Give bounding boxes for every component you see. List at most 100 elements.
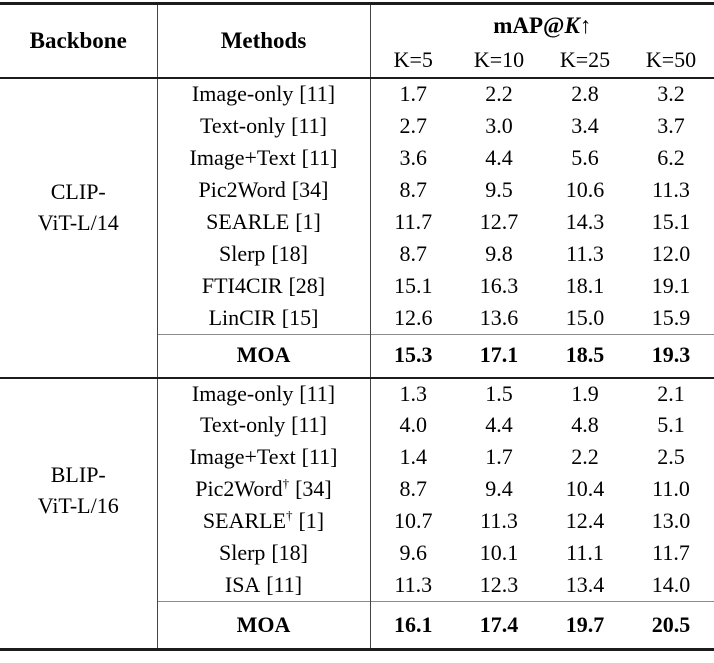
header-row-k: K=5 K=10 K=25 K=50: [0, 44, 714, 79]
value-k5: 1.7: [399, 81, 428, 107]
backbone-line-2: ViT-L/16: [37, 493, 119, 518]
value-k25: 12.4: [565, 508, 605, 534]
table-row: SEARLE [1] 11.7 12.7 14.3 15.1: [0, 206, 714, 238]
value-k25: 13.4: [565, 572, 605, 598]
method-name: Text-only: [200, 412, 286, 438]
table-row: Slerp [18] 9.6 10.1 11.1 11.7: [0, 537, 714, 570]
value-k10: 4.4: [485, 144, 513, 170]
method-name: Image+Text: [189, 144, 296, 170]
method-name: LinCIR: [208, 304, 276, 330]
method-name: Pic2Word: [198, 176, 286, 202]
value-k10: 12.7: [479, 208, 519, 234]
value-k5: 8.7: [399, 176, 428, 202]
moa-value-k25: 18.5: [542, 333, 628, 379]
map-prefix: mAP@: [493, 13, 565, 39]
moa-value-k50: 19.3: [628, 333, 714, 379]
method-cell: Pic2Word† [34]: [157, 473, 371, 506]
value-k10: 1.5: [485, 380, 513, 406]
value-k5: 15.1: [394, 272, 433, 298]
backbone-column-header: Backbone: [0, 3, 158, 79]
map-at-k-group-header: mAP@K↑: [370, 4, 714, 45]
citation: [11]: [291, 412, 327, 438]
value-k50: 5.1: [657, 412, 685, 438]
value-k50: 13.0: [651, 508, 691, 534]
citation: [11]: [301, 144, 338, 170]
method-name: ISA: [224, 572, 261, 598]
moa-value-k5: 16.1: [370, 601, 456, 650]
value-k25: 18.1: [565, 272, 605, 298]
method-cell: SEARLE [1]: [157, 206, 371, 238]
value-k50: 3.7: [657, 112, 685, 138]
value-k50: 11.0: [652, 476, 690, 502]
citation: [11]: [291, 112, 327, 138]
method-name: Image-only: [191, 81, 294, 107]
method-cell: ISA [11]: [157, 569, 371, 602]
k10-column-header: K=10: [456, 44, 542, 79]
moa-backbone-spacer: [0, 334, 158, 379]
method-cell: Image+Text [11]: [157, 441, 371, 474]
method-cell: Slerp [18]: [157, 238, 371, 270]
value-k5: 2.7: [399, 112, 428, 138]
map-k-variable: K: [564, 13, 580, 39]
method-cell: Image-only [11]: [157, 78, 371, 110]
backbone-line-1: CLIP-: [50, 178, 106, 204]
table-header: Backbone Methods mAP@K↑ K=5 K=10 K=25 K=…: [0, 3, 714, 79]
methods-column-header: Methods: [157, 3, 371, 79]
value-k25: 10.6: [565, 176, 605, 202]
value-k5: 1.3: [399, 380, 428, 406]
value-k50: 3.2: [657, 81, 685, 107]
dagger-mark: †: [286, 507, 293, 523]
backbone-label-blip: BLIP- ViT-L/16: [0, 377, 158, 602]
value-k5: 8.7: [399, 240, 428, 266]
moa-value-k25: 19.7: [542, 601, 628, 650]
method-cell: LinCIR [15]: [157, 302, 371, 334]
value-k50: 11.7: [652, 540, 690, 566]
value-k50: 6.2: [657, 144, 685, 170]
backbone-line-2: ViT-L/14: [37, 209, 119, 235]
table-row: Image+Text [11] 3.6 4.4 5.6 6.2: [0, 142, 714, 174]
moa-label: MOA: [157, 333, 371, 379]
value-k10: 2.2: [485, 81, 513, 107]
table-row: FTI4CIR [28] 15.1 16.3 18.1 19.1: [0, 270, 714, 302]
table-row: Slerp [18] 8.7 9.8 11.3 12.0: [0, 238, 714, 270]
value-k25: 11.1: [566, 540, 604, 566]
value-k5: 1.4: [399, 444, 428, 470]
header-row-top: Backbone Methods mAP@K↑: [0, 3, 714, 79]
clip-section: CLIP- ViT-L/14 Image-only [11] 1.7 2.2 2.…: [0, 78, 714, 379]
method-name: Image+Text: [189, 444, 296, 470]
method-name: Image-only: [191, 380, 294, 406]
citation: [28]: [288, 272, 326, 298]
moa-label: MOA: [157, 601, 371, 650]
citation: [1]: [295, 208, 321, 234]
citation: [1]: [298, 508, 325, 534]
value-k25: 1.9: [571, 380, 599, 406]
value-k50: 15.9: [651, 304, 691, 330]
table-row: CLIP- ViT-L/14 Image-only [11] 1.7 2.2 2.…: [0, 78, 714, 334]
method-name: Text-only: [200, 112, 286, 138]
value-k50: 19.1: [651, 272, 691, 298]
moa-value-k5: 15.3: [370, 333, 456, 379]
value-k10: 12.3: [479, 572, 519, 598]
citation: [11]: [266, 572, 303, 598]
value-k10: 9.5: [485, 176, 513, 202]
up-arrow-icon: ↑: [579, 13, 592, 39]
citation: [34]: [295, 476, 332, 502]
method-cell: Slerp [18]: [157, 537, 371, 570]
value-k25: 15.0: [565, 304, 605, 330]
method-cell: FTI4CIR [28]: [157, 270, 371, 302]
method-cell: Image+Text [11]: [157, 142, 371, 174]
citation: [11]: [299, 380, 336, 406]
table-row: SEARLE† [1] 10.7 11.3 12.4 13.0: [0, 505, 714, 538]
citation: [34]: [291, 176, 329, 202]
moa-value-k50: 20.5: [628, 601, 714, 650]
value-k50: 2.1: [657, 380, 685, 406]
method-name: FTI4CIR: [201, 272, 283, 298]
blip-section: BLIP- ViT-L/16 Image-only [11] 1.3 1.5 1.…: [0, 377, 714, 650]
value-k5: 3.6: [399, 144, 428, 170]
method-name: SEARLE: [202, 508, 287, 534]
k25-column-header: K=25: [542, 44, 628, 79]
value-k25: 4.8: [571, 412, 599, 438]
table-row: Pic2Word [34] 8.7 9.5 10.6 11.3: [0, 174, 714, 206]
citation: [11]: [299, 81, 336, 107]
